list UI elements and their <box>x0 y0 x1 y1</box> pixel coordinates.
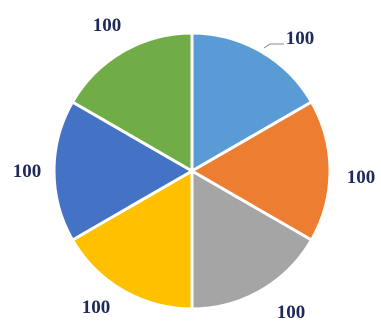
pie-slice-5 <box>52 100 194 242</box>
data-label-5: 100 <box>13 161 42 182</box>
pie-slice-3 <box>190 169 314 311</box>
leader-line-1 <box>263 43 284 49</box>
data-label-6: 100 <box>93 15 122 36</box>
data-label-2: 100 <box>347 167 376 188</box>
pie-slice-2 <box>190 100 332 242</box>
data-label-4: 100 <box>82 297 111 318</box>
leader-lines <box>263 43 284 49</box>
pie-slices <box>52 31 332 311</box>
pie-slice-1 <box>190 31 314 173</box>
data-labels: 100 100 100 100 100 100 <box>13 15 376 322</box>
pie-slice-6 <box>70 31 194 173</box>
data-label-1: 100 <box>286 28 315 49</box>
data-label-3: 100 <box>277 302 306 322</box>
pie-slice-4 <box>70 169 194 311</box>
